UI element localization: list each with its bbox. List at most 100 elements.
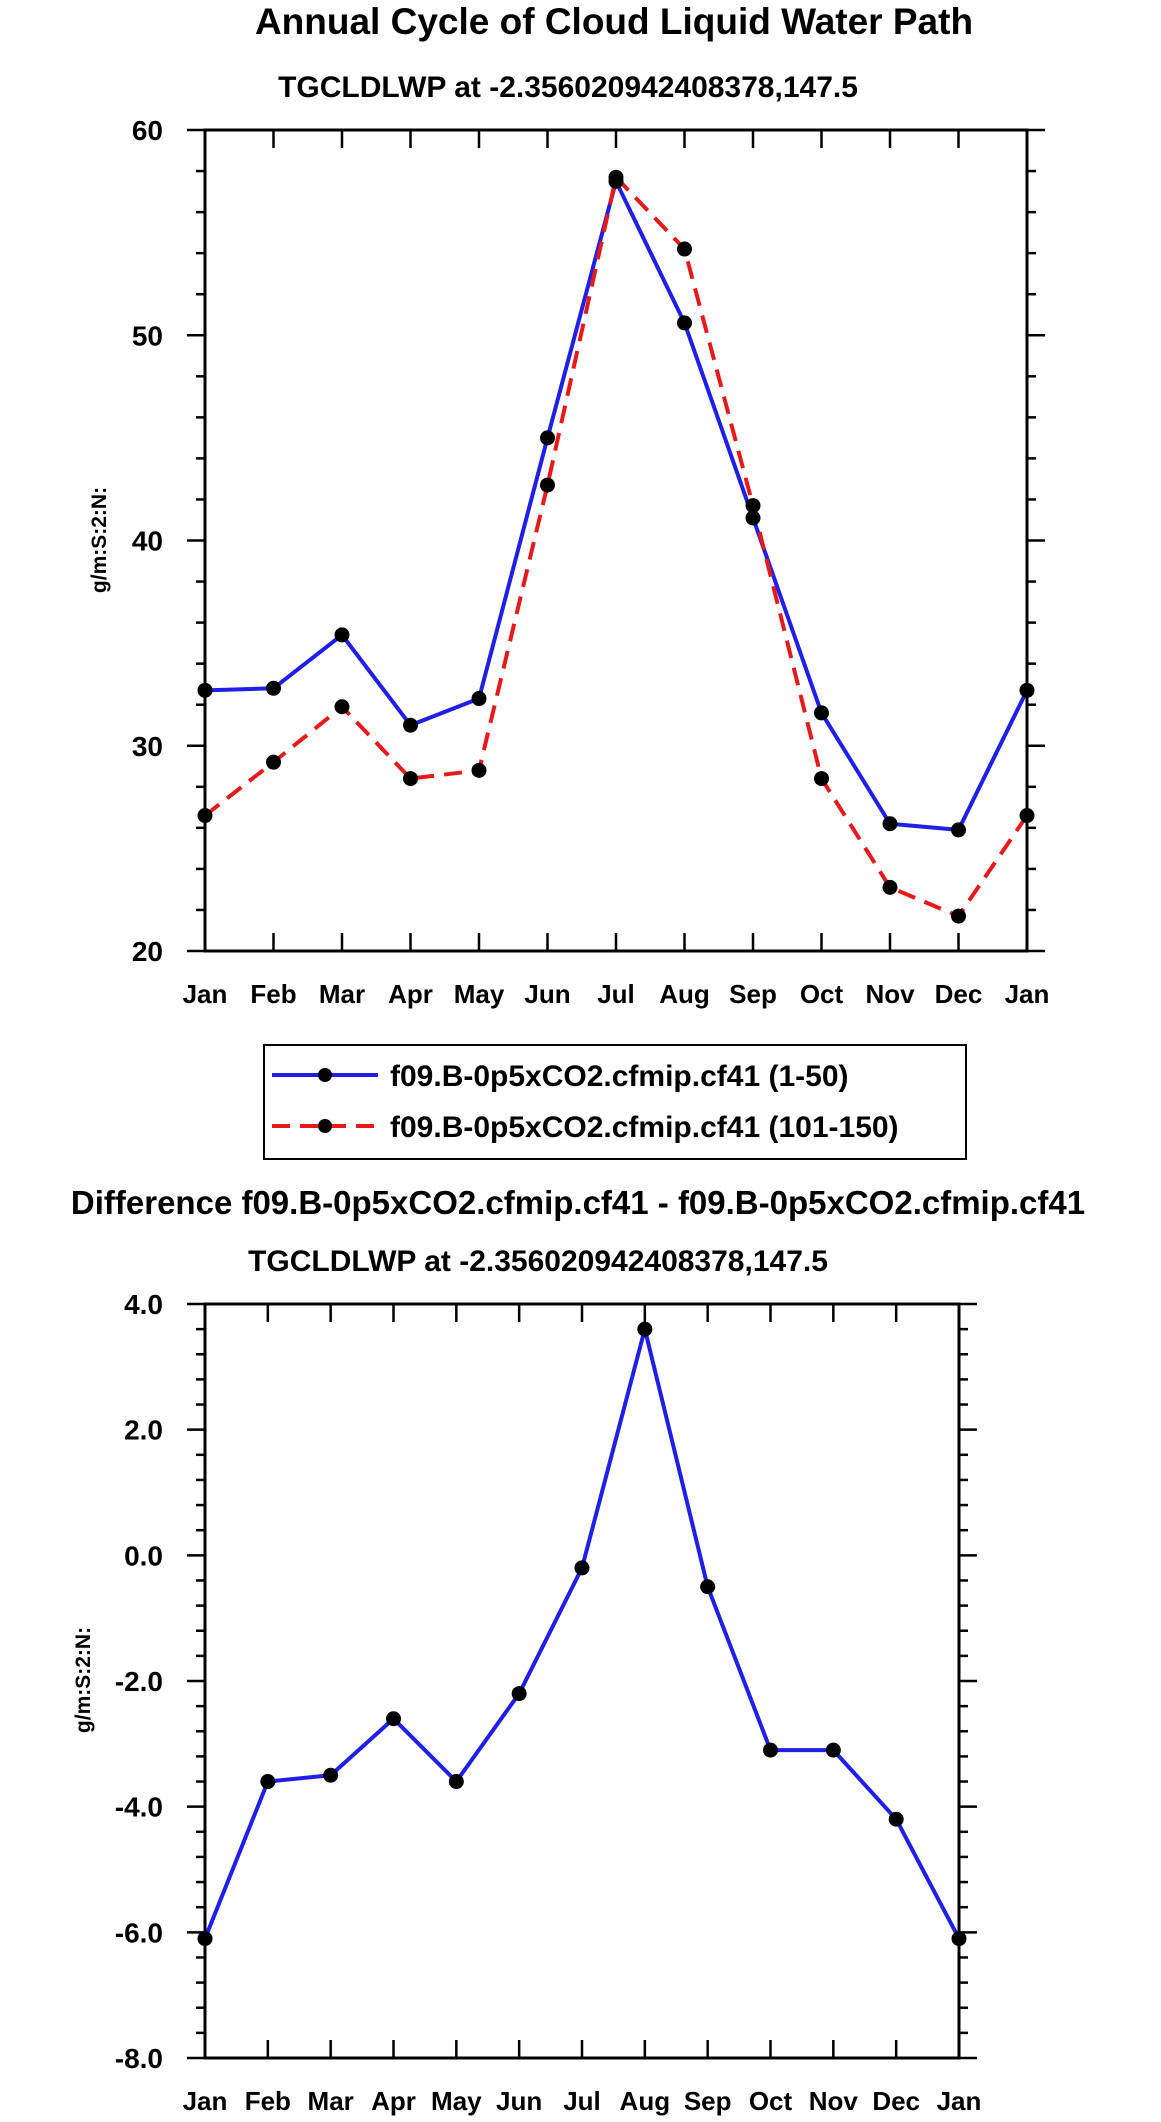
data-point xyxy=(700,1579,716,1595)
x-tick-label: Dec xyxy=(935,979,983,1009)
x-tick-label: Feb xyxy=(245,2086,291,2116)
data-point xyxy=(266,680,281,696)
x-tick-label: Apr xyxy=(388,979,433,1009)
data-point xyxy=(511,1686,527,1702)
chart1-title: Annual Cycle of Cloud Liquid Water Path xyxy=(255,1,973,42)
x-tick-label: Jun xyxy=(524,979,570,1009)
x-tick-label: Mar xyxy=(308,2086,354,2116)
data-point xyxy=(882,879,898,895)
chart1-legend: f09.B-0p5xCO2.cfmip.cf41 (1-50) f09.B-0p… xyxy=(263,1044,967,1160)
x-tick-label: Aug xyxy=(659,979,710,1009)
x-tick-label: Jan xyxy=(183,979,228,1009)
data-point xyxy=(540,430,555,446)
x-tick-label: Apr xyxy=(371,2086,416,2116)
data-point xyxy=(677,315,692,331)
chart1-ticks xyxy=(187,128,1045,953)
x-tick-label: May xyxy=(431,2086,482,2116)
chart2-plot-frame xyxy=(203,1302,961,2060)
x-tick-label: Nov xyxy=(809,2086,859,2116)
chart2-y-axis-label: g/m:S:2:N: xyxy=(72,1627,95,1733)
chart2-x-tick-labels: Jan Feb Mar Apr May Jun Jul Aug Sep Oct Nov Dec Jan xyxy=(183,2086,982,2116)
chart1-plot-frame xyxy=(203,128,1029,953)
y-tick-label: 2.0 xyxy=(124,1415,163,1446)
x-tick-label: Jan xyxy=(1005,979,1050,1009)
y-tick-label: -6.0 xyxy=(115,1917,163,1948)
data-point xyxy=(888,1811,904,1827)
x-tick-label: Jul xyxy=(563,2086,601,2116)
data-point xyxy=(266,754,281,770)
data-point xyxy=(1019,808,1035,824)
y-tick-label: -4.0 xyxy=(115,1792,163,1823)
data-point xyxy=(471,762,487,778)
data-point xyxy=(1019,682,1035,698)
x-tick-label: May xyxy=(454,979,505,1009)
data-point xyxy=(197,682,213,698)
x-tick-label: Oct xyxy=(749,2086,793,2116)
data-point xyxy=(323,1767,339,1783)
y-tick-label: -2.0 xyxy=(115,1666,163,1697)
x-tick-label: Feb xyxy=(250,979,296,1009)
annual-cycle-chart: Annual Cycle of Cloud Liquid Water Path … xyxy=(88,1,1050,1160)
data-point xyxy=(334,627,350,643)
chart2-title: Difference f09.B-0p5xCO2.cfmip.cf41 - f0… xyxy=(71,1184,1085,1221)
data-point xyxy=(540,477,555,493)
y-tick-label: 60 xyxy=(132,115,163,146)
chart1-series-lines xyxy=(203,175,1029,919)
data-point xyxy=(882,816,898,832)
data-point xyxy=(763,1742,778,1758)
data-point xyxy=(403,717,418,733)
series-line-b xyxy=(203,175,1029,919)
x-tick-label: Jan xyxy=(183,2086,228,2116)
legend-marker-series-a xyxy=(318,1068,332,1082)
chart2-markers xyxy=(197,1321,967,1947)
legend-label-series-b: f09.B-0p5xCO2.cfmip.cf41 (101-150) xyxy=(390,1111,899,1144)
data-point xyxy=(825,1742,841,1758)
legend-box xyxy=(263,1044,967,1160)
x-tick-label: Jan xyxy=(937,2086,982,2116)
x-tick-label: Mar xyxy=(319,979,365,1009)
y-tick-label: 0.0 xyxy=(124,1540,163,1571)
chart1-y-axis-label: g/m:S:2:N: xyxy=(88,487,111,593)
series-line-a xyxy=(204,179,1029,832)
chart2-series-lines xyxy=(203,1327,961,1940)
data-point xyxy=(471,691,487,707)
data-point xyxy=(745,510,761,526)
data-point xyxy=(574,1560,590,1576)
x-tick-label: Sep xyxy=(684,2086,732,2116)
x-tick-label: Aug xyxy=(620,2086,671,2116)
chart2-y-tick-labels: -8.0 -6.0 -4.0 -2.0 0.0 2.0 4.0 xyxy=(115,1289,163,2074)
chart1-subtitle: TGCLDLWP at -2.356020942408378,147.5 xyxy=(278,71,858,104)
y-tick-label: 40 xyxy=(132,526,163,557)
data-point xyxy=(608,169,624,185)
data-point xyxy=(814,705,829,721)
y-tick-label: 50 xyxy=(132,320,163,351)
data-point xyxy=(814,771,829,787)
x-tick-label: Oct xyxy=(800,979,844,1009)
data-point xyxy=(334,699,350,715)
data-point xyxy=(677,241,692,257)
x-tick-label: Jun xyxy=(496,2086,542,2116)
legend-label-series-a: f09.B-0p5xCO2.cfmip.cf41 (1-50) xyxy=(390,1060,849,1093)
chart1-x-tick-labels: Jan Feb Mar Apr May Jun Jul Aug Sep Oct Nov Dec Jan xyxy=(183,979,1050,1009)
data-point xyxy=(951,908,966,924)
difference-chart: Difference f09.B-0p5xCO2.cfmip.cf41 - f0… xyxy=(71,1184,1085,2116)
x-tick-label: Nov xyxy=(865,979,915,1009)
x-tick-label: Jul xyxy=(597,979,635,1009)
data-point xyxy=(386,1711,401,1727)
data-point xyxy=(448,1774,464,1790)
chart1-y-tick-labels: 20 30 40 50 60 xyxy=(132,115,163,967)
data-point xyxy=(951,822,966,838)
chart1-markers xyxy=(197,169,1035,924)
data-point xyxy=(951,1931,967,1947)
y-tick-label: 20 xyxy=(132,936,163,967)
x-tick-label: Sep xyxy=(729,979,777,1009)
series-line-a xyxy=(203,1327,961,1940)
y-tick-label: 30 xyxy=(132,731,163,762)
data-point xyxy=(637,1321,653,1337)
y-tick-label: -8.0 xyxy=(115,2043,163,2074)
data-point xyxy=(197,1931,213,1947)
y-tick-label: 4.0 xyxy=(124,1289,163,1320)
data-point xyxy=(260,1774,276,1790)
data-point xyxy=(403,771,418,787)
